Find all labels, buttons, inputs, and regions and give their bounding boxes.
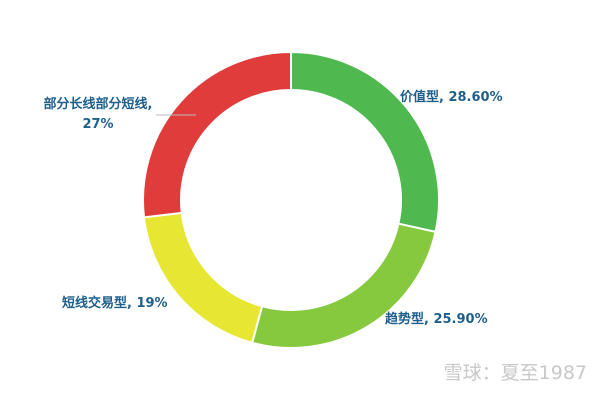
donut-slice bbox=[142, 50, 292, 219]
donut-slice bbox=[142, 211, 264, 345]
donut-slice bbox=[290, 50, 440, 234]
slice-label: 价值型, 28.60% bbox=[400, 90, 503, 105]
slice-label: 趋势型, 25.90% bbox=[385, 312, 488, 327]
slice-label: 短线交易型, 19% bbox=[62, 296, 168, 311]
watermark: 雪球：夏至1987 bbox=[443, 362, 587, 384]
slice-label: 部分长线部分短线, 27% bbox=[43, 97, 153, 132]
